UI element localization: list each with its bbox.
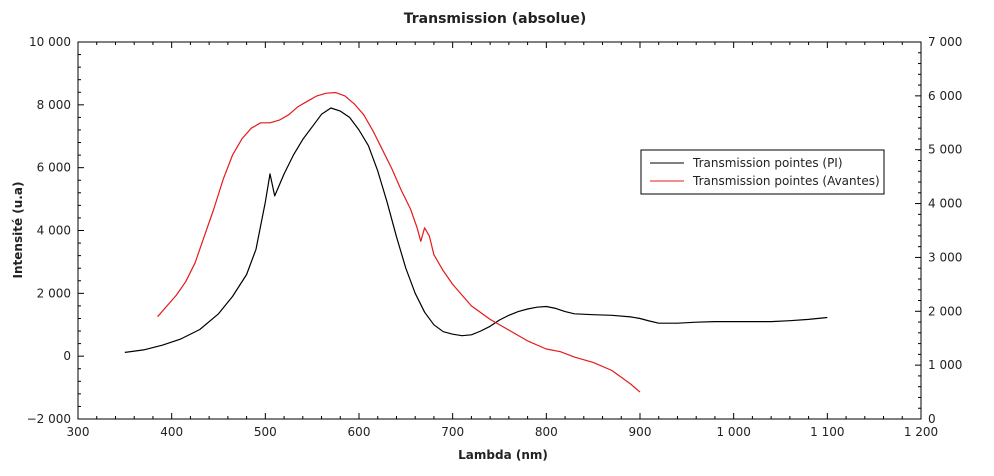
x-tick-label: 1 000 [716,425,750,439]
x-tick-label: 900 [629,425,652,439]
x-axis-title: Lambda (nm) [458,448,548,462]
y-right-tick-label: 2 000 [928,304,962,318]
y-left-tick-label: 10 000 [29,35,71,49]
x-tick-label: 500 [254,425,277,439]
legend-label-avantes: Transmission pointes (Avantes) [692,174,880,188]
y-right-tick-label: 1 000 [928,358,962,372]
legend-label-pi: Transmission pointes (PI) [692,156,843,170]
x-tick-label: 400 [160,425,183,439]
x-tick-label: 700 [441,425,464,439]
y-left-tick-label: 0 [63,349,71,363]
y-right-tick-label: 7 000 [928,35,962,49]
chart-title: Transmission (absolue) [404,11,586,27]
y-left-tick-label: 2 000 [37,286,71,300]
y-left-tick-label: 6 000 [37,161,71,175]
y-right-tick-label: 4 000 [928,197,962,211]
series-layer [124,91,828,393]
series-line-avantes [157,91,641,393]
y-axis-title: Intensité (u.a) [11,182,25,279]
ticks-layer: 300 400 500 600 700 800 900 1 000 1 100 1 200 −2 0… [27,35,963,439]
x-tick-label: 300 [67,425,90,439]
x-tick-label: 800 [535,425,558,439]
plot-frame [77,41,922,420]
series-line-pi [124,107,828,353]
y-left-tick-label: −2 000 [27,412,71,426]
x-tick-label: 1 200 [904,425,938,439]
y-right-tick-label: 0 [928,412,936,426]
legend: Transmission pointes (PI) Transmission p… [640,149,885,195]
y-left-tick-label: 8 000 [37,98,71,112]
x-tick-label: 1 100 [810,425,844,439]
y-right-tick-label: 3 000 [928,250,962,264]
legend-box [640,149,885,195]
y-right-tick-label: 5 000 [928,143,962,157]
y-left-tick-label: 4 000 [37,224,71,238]
x-tick-label: 600 [348,425,371,439]
y-right-tick-label: 6 000 [928,89,962,103]
